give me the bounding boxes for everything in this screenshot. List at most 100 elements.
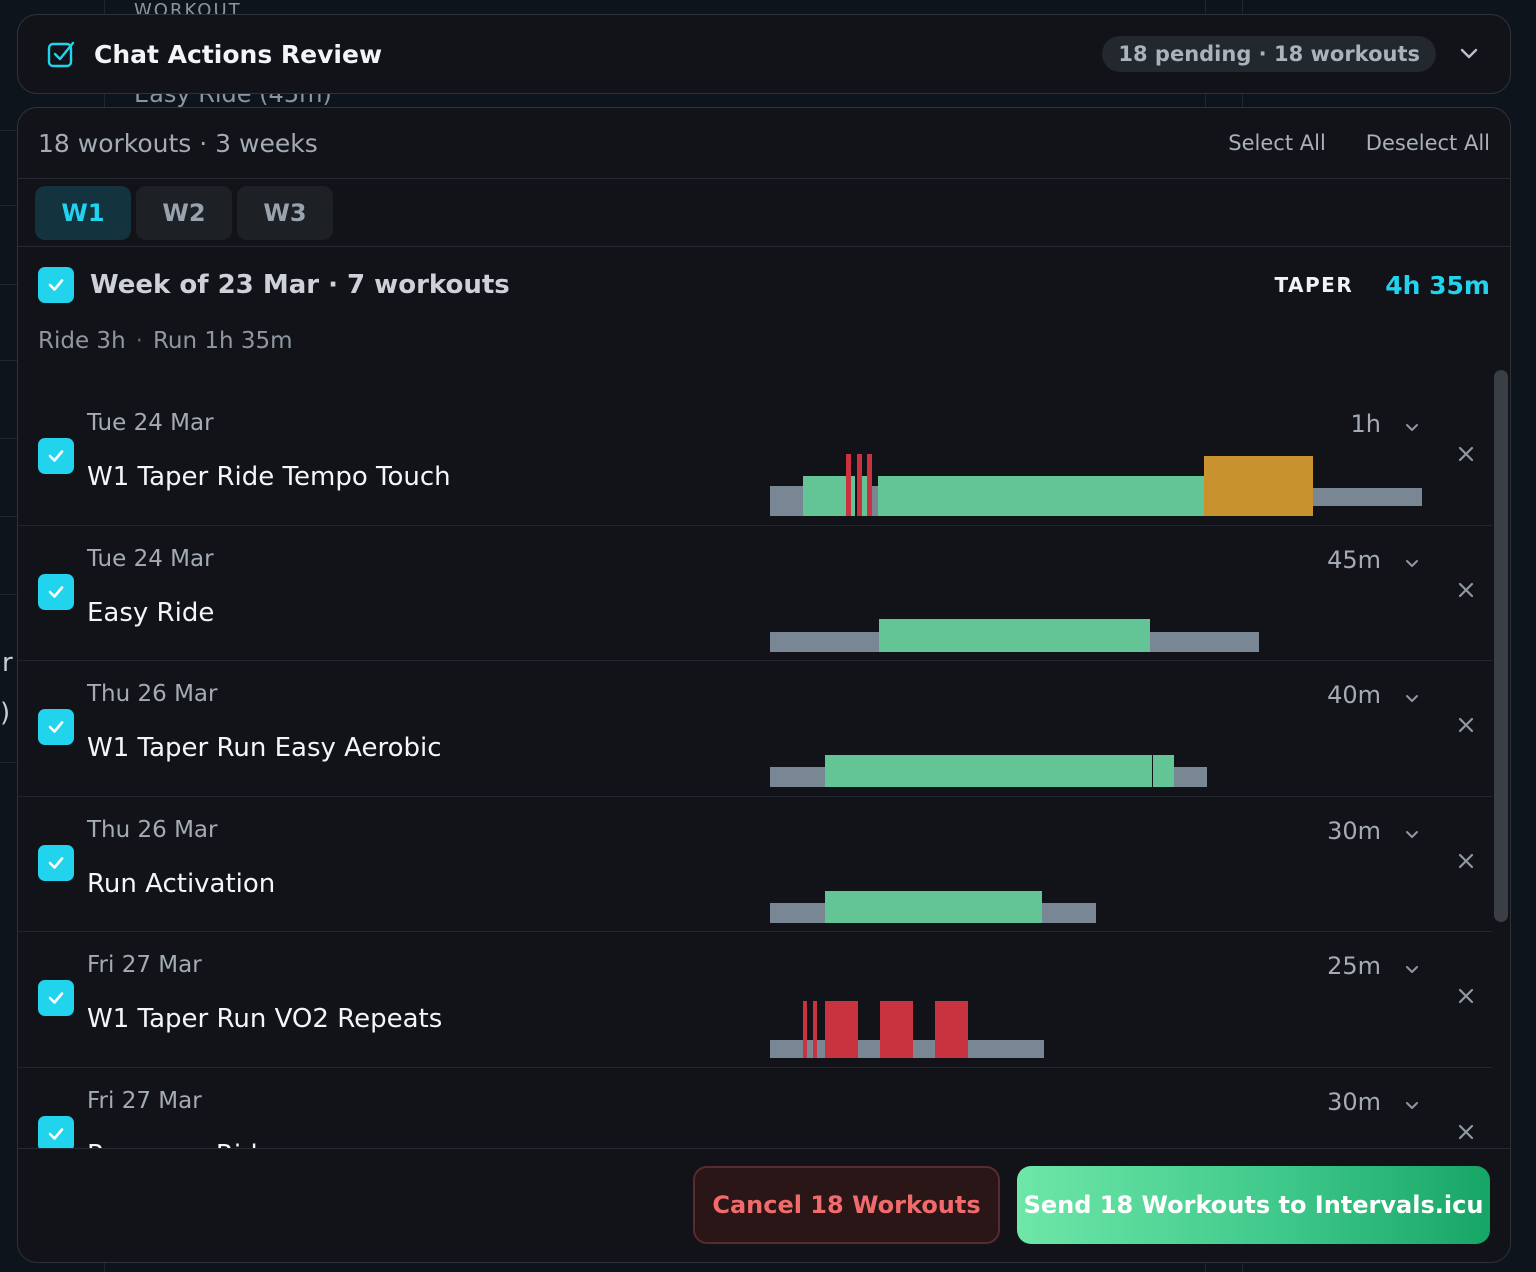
check-icon (48, 585, 64, 598)
workout-row: Tue 24 Mar Easy Ride 45m (18, 526, 1492, 661)
close-icon[interactable] (1454, 984, 1478, 1008)
segment-cooldown (1313, 488, 1422, 506)
close-icon[interactable] (1454, 578, 1478, 602)
close-icon[interactable] (1454, 849, 1478, 873)
segment-cooldown (1042, 902, 1096, 923)
close-icon[interactable] (1454, 442, 1478, 466)
check-icon (48, 279, 64, 291)
segment-warmup (770, 902, 825, 923)
workout-row: Fri 27 Mar Recovery Ride 30m (18, 1068, 1492, 1149)
workout-list[interactable]: Tue 24 Mar W1 Taper Ride Tempo Touch 1h (18, 390, 1510, 1148)
workouts-summary: 18 workouts · 3 weeks (38, 128, 318, 158)
action-footer: Cancel 18 Workouts Send 18 Workouts to I… (18, 1148, 1510, 1262)
bg-row-line (0, 284, 18, 285)
segment-cooldown (1150, 631, 1259, 652)
chevron-down-icon[interactable] (1402, 960, 1422, 980)
tab-w3[interactable]: W3 (237, 185, 333, 240)
check-icon (48, 721, 64, 733)
workout-duration: 1h (1350, 410, 1381, 438)
bg-text-fragment: ) (0, 698, 11, 728)
phase-label: TAPER (1274, 273, 1354, 297)
deselect-all-button[interactable]: Deselect All (1365, 131, 1490, 155)
segment-tempo (1204, 456, 1313, 516)
workout-checkbox[interactable] (38, 709, 74, 745)
workout-profile-chart (770, 454, 1422, 516)
workout-checkbox[interactable] (38, 438, 74, 474)
week-checkbox[interactable] (38, 267, 74, 303)
chevron-down-icon[interactable] (1402, 554, 1422, 574)
segment-endurance (803, 476, 846, 516)
workout-checkbox[interactable] (38, 844, 74, 881)
bg-row-line (0, 594, 18, 595)
workout-checkbox[interactable] (38, 1115, 74, 1148)
chevron-down-icon[interactable] (1456, 41, 1482, 67)
segment-warmup (770, 486, 803, 516)
workout-name: W1 Taper Run Easy Aerobic (87, 733, 442, 763)
chevron-down-icon[interactable] (1402, 689, 1422, 709)
workout-date: Thu 26 Mar (87, 816, 218, 843)
workout-date: Fri 27 Mar (87, 952, 202, 978)
segment-surge (846, 454, 851, 516)
workout-row: Fri 27 Mar W1 Taper Run VO2 Repeats 25m (18, 932, 1492, 1068)
bg-row-line (0, 360, 18, 361)
segment-surge (867, 454, 872, 516)
review-header[interactable]: Chat Actions Review 18 pending · 18 work… (17, 14, 1511, 94)
check-icon (48, 1127, 64, 1140)
workout-checkbox[interactable] (38, 980, 74, 1016)
workout-row: Thu 26 Mar Run Activation 30m (18, 797, 1492, 932)
workout-date: Tue 24 Mar (87, 545, 214, 572)
workout-date: Tue 24 Mar (87, 410, 214, 436)
segment-endurance (879, 618, 1150, 652)
workout-date: Thu 26 Mar (87, 681, 218, 707)
bg-row-line (0, 205, 18, 206)
segment-endurance (825, 890, 1042, 923)
checklist-icon (47, 41, 75, 68)
week-header: Week of 23 Mar · 7 workouts TAPER 4h 35m (18, 247, 1510, 323)
bg-row-line (0, 762, 18, 763)
workout-profile-chart (770, 890, 1096, 923)
week-tabs: W1 W2 W3 (18, 179, 1510, 247)
chevron-down-icon[interactable] (1402, 418, 1422, 438)
workout-name: Easy Ride (87, 597, 215, 628)
segment-vo2 (880, 1001, 913, 1058)
tab-w2[interactable]: W2 (136, 185, 232, 240)
ride-total: Ride 3h (38, 328, 126, 354)
segment-vo2 (935, 1001, 968, 1058)
segment-cooldown (1174, 767, 1207, 787)
chevron-down-icon[interactable] (1402, 825, 1422, 845)
close-icon[interactable] (1454, 1120, 1478, 1144)
workout-profile-chart (770, 618, 1259, 652)
week-breakdown: Ride 3h · Run 1h 35m (18, 323, 1510, 359)
segment-endurance (851, 476, 855, 516)
week-title: Week of 23 Mar · 7 workouts (90, 270, 510, 300)
bg-text-fragment: r (2, 648, 13, 678)
workout-duration: 25m (1327, 952, 1381, 980)
workout-profile-chart (770, 755, 1207, 787)
segment-warmup (770, 631, 879, 652)
send-workouts-button[interactable]: Send 18 Workouts to Intervals.icu (1017, 1166, 1490, 1244)
segment-recovery (872, 486, 878, 516)
bg-row-line (0, 516, 18, 517)
workout-checkbox[interactable] (38, 573, 74, 610)
cancel-workouts-button[interactable]: Cancel 18 Workouts (693, 1166, 1000, 1244)
chevron-down-icon[interactable] (1402, 1096, 1422, 1116)
workout-date: Fri 27 Mar (87, 1087, 202, 1114)
list-scrollbar[interactable] (1494, 370, 1508, 922)
panel-toolbar: 18 workouts · 3 weeks Select All Deselec… (18, 108, 1510, 179)
bg-row-line (0, 130, 18, 131)
workout-name: Recovery Ride (87, 1140, 274, 1149)
pending-badge: 18 pending · 18 workouts (1102, 36, 1436, 72)
segment-stride (813, 1001, 817, 1058)
week-duration: 4h 35m (1385, 270, 1490, 300)
select-all-button[interactable]: Select All (1228, 131, 1326, 155)
run-total: Run 1h 35m (152, 328, 293, 354)
check-icon (48, 450, 64, 462)
workout-duration: 40m (1327, 681, 1381, 709)
review-panel: 18 workouts · 3 weeks Select All Deselec… (17, 107, 1511, 1263)
tab-w1[interactable]: W1 (35, 185, 131, 240)
close-icon[interactable] (1454, 713, 1478, 737)
workout-profile-chart (770, 1124, 1430, 1149)
segment-endurance (825, 755, 1152, 787)
segment-warmup (770, 767, 825, 787)
header-title: Chat Actions Review (94, 39, 383, 69)
